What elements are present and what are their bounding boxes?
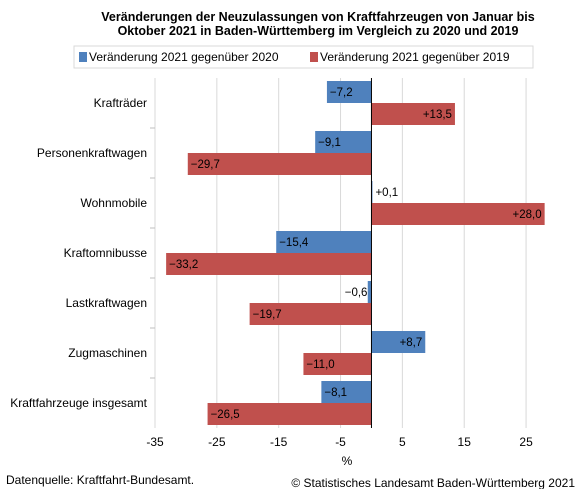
legend-swatch: [310, 52, 318, 62]
bar: [166, 253, 372, 275]
data-label: −29,7: [191, 159, 220, 171]
data-label: −15,4: [279, 237, 309, 249]
category-label: Lastkraftwagen: [66, 296, 147, 310]
data-label: +8,7: [400, 337, 423, 349]
data-label: +28,0: [513, 209, 542, 221]
copyright-note: © Statistisches Landesamt Baden-Württemb…: [291, 476, 575, 489]
data-label: −11,0: [306, 359, 334, 371]
x-axis-label: %: [342, 454, 353, 468]
legend-swatch: [79, 52, 87, 62]
x-tick-label: -25: [208, 435, 226, 449]
bar: [321, 381, 372, 403]
x-tick-label: 25: [519, 435, 533, 449]
bar: [315, 131, 372, 153]
x-tick-label: 15: [458, 435, 472, 449]
category-label: Kraftfahrzeuge insgesamt: [10, 396, 147, 410]
legend-entry: Veränderung 2021 gegenüber 2019: [320, 50, 510, 64]
bar: [371, 203, 545, 225]
bar: [371, 331, 426, 353]
category-labels: Krafträder Personenkraftwagen Wohnmobile Kr…: [10, 96, 147, 410]
x-tick-label: -5: [335, 435, 346, 449]
x-axis-ticks: -35 -25 -15 -5 5 15 25: [146, 435, 533, 449]
legend: Veränderung 2021 gegenüber 2020 Veränderu…: [73, 45, 534, 69]
data-label: −26,5: [211, 409, 240, 421]
x-tick-label: -35: [146, 435, 164, 449]
data-label: −0,6: [345, 287, 368, 299]
bar: [187, 153, 372, 175]
data-label: +0,1: [375, 187, 398, 199]
data-label: −7,2: [330, 87, 353, 99]
data-label: −33,2: [169, 259, 198, 271]
category-label: Kraftomnibusse: [64, 246, 148, 260]
bar: [371, 103, 455, 125]
source-note: Datenquelle: Kraftfahrt-Bundesamt.: [6, 473, 194, 487]
bar: [326, 81, 372, 103]
chart-title: Veränderungen der Neuzulassungen von Kra…: [101, 10, 534, 38]
data-label: −9,1: [318, 137, 341, 149]
x-tick-label: 5: [399, 435, 406, 449]
legend-entry: Veränderung 2021 gegenüber 2020: [89, 50, 279, 64]
data-label: −8,1: [324, 387, 347, 399]
data-labels: −7,2 +13,5 −9,1 −29,7 +0,1 +28,0 −15,4 −33,2 −0,…: [169, 87, 541, 421]
bar: [276, 231, 372, 253]
bars: [166, 78, 545, 428]
category-label: Zugmaschinen: [68, 346, 147, 360]
category-label: Krafträder: [94, 96, 147, 110]
bar: [249, 303, 372, 325]
category-label: Wohnmobile: [81, 196, 148, 210]
legend-border: [73, 45, 534, 69]
category-label: Personenkraftwagen: [37, 146, 147, 160]
bar: [367, 281, 372, 303]
x-tick-label: -15: [270, 435, 288, 449]
data-label: −19,7: [253, 309, 282, 321]
bar: [303, 353, 372, 375]
data-label: +13,5: [423, 109, 452, 121]
chart-title-line: Veränderungen der Neuzulassungen von Kra…: [101, 10, 534, 24]
bar: [207, 403, 372, 425]
chart-title-line: Oktober 2021 in Baden-Württemberg im Ver…: [118, 24, 519, 38]
